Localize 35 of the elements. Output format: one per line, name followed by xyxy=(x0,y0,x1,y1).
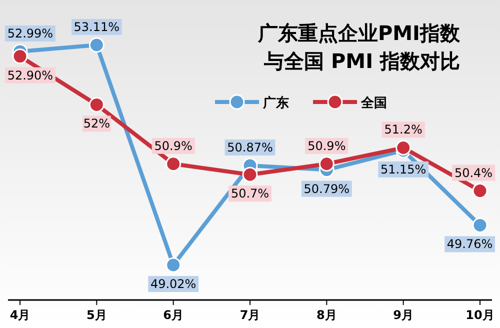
point xyxy=(166,257,182,273)
data-label: 50.87% xyxy=(227,140,273,154)
data-label: 52.99% xyxy=(7,26,54,40)
data-label: 49.76% xyxy=(446,237,493,252)
data-label: 50.9% xyxy=(308,138,346,153)
data-label: 50.4% xyxy=(454,166,493,180)
data-label: 50.7% xyxy=(230,186,270,201)
point xyxy=(242,166,258,182)
chart-title: 广东重点企业PMI指数 xyxy=(256,21,461,45)
point xyxy=(472,217,488,233)
data-label: 52.90% xyxy=(7,68,54,82)
point xyxy=(12,48,28,64)
point xyxy=(88,96,104,112)
data-label: 50.79% xyxy=(304,182,350,196)
legend-label: 全国 xyxy=(360,96,387,111)
x-tick-label: 6月 xyxy=(163,308,184,322)
point xyxy=(88,37,104,53)
x-tick-label: 7月 xyxy=(240,308,260,322)
x-tick-label: 5月 xyxy=(86,308,107,322)
point xyxy=(472,183,488,199)
point xyxy=(318,156,334,172)
data-label: 51.15% xyxy=(380,162,426,176)
x-tick-label: 10月 xyxy=(466,308,494,322)
data-label: 52% xyxy=(83,116,110,131)
x-tick-label: 9月 xyxy=(393,308,414,322)
data-label: 53.11% xyxy=(74,20,120,34)
data-label: 49.02% xyxy=(150,277,196,291)
legend-label: 广东 xyxy=(262,95,289,111)
point xyxy=(166,156,182,172)
data-label: 50.9% xyxy=(154,138,192,153)
chart-subtitle: 与全国 PMI 指数对比 xyxy=(263,49,460,73)
data-label: 51.2% xyxy=(384,122,422,137)
point xyxy=(396,140,412,156)
x-tick-label: 8月 xyxy=(316,308,337,322)
x-tick-label: 4月 xyxy=(10,308,30,322)
